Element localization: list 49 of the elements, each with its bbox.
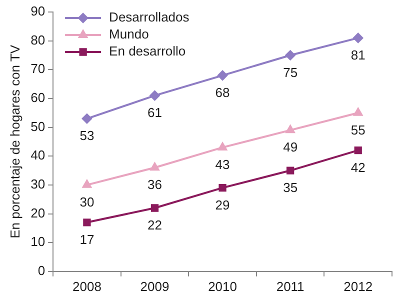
point [150,204,159,212]
y-tick-label: 90 [30,4,46,19]
data-label: 22 [148,218,162,233]
point [286,125,295,134]
data-label: 75 [283,64,298,80]
point [150,162,160,171]
legend-label: Mundo [109,26,149,42]
y-tick-label: 70 [30,61,46,76]
point [218,70,228,80]
data-label: 36 [148,177,162,192]
data-label: 35 [283,180,298,196]
y-axis-title: En porcentaje de hogares con TV [7,44,22,238]
point [150,90,160,101]
y-tick-label: 20 [30,205,46,220]
x-tick-label: 2011 [276,278,304,294]
point [218,142,227,150]
data-label: 43 [215,157,230,172]
data-label: 53 [80,128,94,144]
x-tick-label: 2008 [72,278,102,294]
y-tick-label: 0 [38,262,46,278]
y-tick-label: 50 [30,118,46,134]
legend-label: En desarrollo [109,44,186,59]
data-label: 81 [350,48,366,63]
point [354,108,363,116]
y-tick-label: 40 [30,148,46,163]
point [286,166,294,174]
data-label: 49 [283,140,298,155]
point [83,218,91,226]
data-label: 30 [80,194,94,210]
data-label: 17 [80,232,94,247]
y-tick-label: 60 [30,90,46,106]
x-tick-label: 2012 [344,278,373,294]
data-label: 68 [215,84,230,100]
x-tick-label: 2010 [208,278,237,294]
data-label: 29 [215,197,230,212]
point [353,32,364,43]
data-label: 42 [350,160,366,175]
y-tick-label: 80 [30,32,46,48]
x-tick-label: 2009 [140,278,170,294]
data-label: 55 [350,122,366,138]
y-tick-label: 30 [30,176,46,192]
legend-label: Desarrollados [109,10,190,25]
y-tick-label: 10 [30,234,46,250]
point [218,184,226,192]
data-label: 61 [148,105,162,120]
point [82,114,92,124]
point [285,50,296,60]
point [354,146,362,154]
point [82,180,92,188]
